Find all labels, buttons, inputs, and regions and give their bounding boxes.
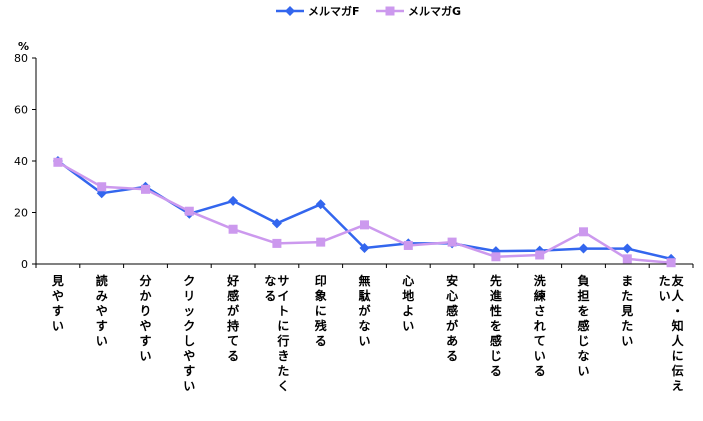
data-point-series-2 [447,237,457,247]
x-category-label: 洗練されている [534,273,546,378]
x-category-label: クリックしやすい [183,274,195,393]
x-category-label: 読みやすい [96,273,108,348]
data-point-series-1 [359,243,370,254]
x-category-label: サイトに行きたくなる [264,274,289,393]
data-point-series-2 [97,182,107,192]
legend-label-series-2: メルマガG [408,4,461,18]
y-tick-label: 40 [14,155,28,168]
x-category-label: 先進性を感じる [489,273,503,378]
y-tick-label: 60 [14,104,28,117]
x-category-label: 分かりやすい [139,273,151,363]
x-category-label: 見やすい [51,273,64,333]
series-markers [52,156,677,268]
x-category-label: 負担を感じない [577,273,589,378]
data-point-series-2 [316,237,326,247]
x-category-label: 無駄がない [358,273,371,348]
y-axis-unit-label: % [18,40,29,53]
y-tick-label: 80 [14,52,28,65]
x-category-label: 好感が持てる [226,273,239,363]
data-point-series-2 [53,157,63,167]
x-axis-category-labels: 見やすい 読みやすい 分かりやすい クリックしやすい 好感が持てる サイトに行きたくなる 印… [51,273,685,393]
data-point-series-2 [141,184,150,194]
legend-marker-series-1 [285,6,295,16]
data-point-series-2 [184,206,194,216]
data-point-series-1 [315,199,326,210]
chart-axes [35,58,694,268]
x-category-label: 安心感がある [446,273,458,363]
x-category-label: 友人・知人に伝えたい [659,273,685,393]
data-point-series-2 [360,220,369,230]
data-point-series-2 [535,250,545,260]
legend-label-series-1: メルマガF [308,4,360,18]
data-point-series-2 [622,254,632,264]
data-point-series-2 [579,227,588,237]
data-point-series-2 [403,240,413,250]
data-point-series-2 [228,224,238,234]
x-category-label: 印象に残る [315,274,327,348]
x-category-label: 心地よい [402,274,414,333]
data-point-series-1 [622,243,633,254]
data-point-series-1 [271,218,282,229]
legend-marker-series-2 [385,6,395,16]
y-axis-ticks: 0 20 40 60 80 [14,52,36,271]
y-tick-label: 20 [14,207,28,220]
chart-legend: メルマガF メルマガG [276,4,461,18]
y-tick-label: 0 [21,258,28,271]
x-category-label: また見たい [620,274,633,348]
data-point-series-1 [228,195,239,206]
data-point-series-1 [578,243,589,254]
data-point-series-2 [272,238,282,248]
data-point-series-2 [491,252,501,262]
data-point-series-2 [666,258,676,268]
